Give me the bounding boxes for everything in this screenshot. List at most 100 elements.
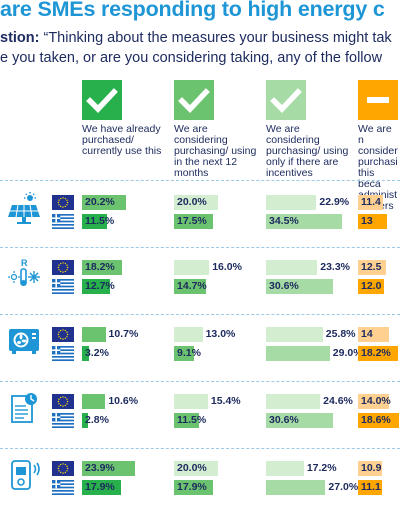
bar-greece — [358, 480, 383, 495]
value-label: 30.6% — [269, 280, 299, 292]
value-label: 29.0% — [332, 347, 363, 359]
bar-eu — [266, 260, 318, 275]
value-label: 11.5% — [85, 215, 115, 227]
bar-eu — [174, 195, 218, 210]
bar-eu — [358, 195, 384, 210]
chart-title: are SMEs responding to high energy c — [0, 0, 385, 21]
value-label: 9.1% — [177, 347, 201, 359]
value-label: 27.0% — [328, 481, 359, 493]
bar-greece — [358, 346, 399, 361]
air-conditioner-icon — [6, 323, 42, 359]
value-label: 18.6% — [361, 414, 391, 426]
value-label: 23.3% — [320, 261, 351, 273]
bar-greece — [82, 413, 89, 428]
bar-greece — [266, 346, 330, 361]
greece-flag — [52, 413, 74, 428]
row-separator — [0, 314, 400, 315]
bar-eu — [174, 260, 210, 275]
heat-pump-icon: R — [6, 256, 42, 292]
value-label: 15.4% — [210, 395, 241, 407]
value-label: 17.2% — [306, 462, 337, 474]
greece-flag — [52, 346, 74, 361]
bar-eu — [266, 327, 323, 342]
bar-eu — [266, 195, 317, 210]
value-label: 13 — [361, 215, 373, 227]
bar-eu — [174, 461, 218, 476]
value-label: 23.9% — [85, 462, 115, 474]
value-label: 25.8% — [325, 328, 356, 340]
bar-eu — [266, 461, 304, 476]
value-label: 3.2% — [85, 347, 109, 359]
value-label: 34.5% — [269, 215, 299, 227]
value-label: 10.6% — [108, 395, 139, 407]
value-label: 20.0% — [177, 196, 207, 208]
bar-eu — [174, 394, 208, 409]
bar-greece — [82, 480, 122, 495]
row-separator — [0, 247, 400, 248]
greece-flag — [52, 279, 74, 294]
value-label: 2.8% — [85, 414, 109, 426]
value-label: 14 — [361, 328, 373, 340]
value-label: 22.9% — [319, 196, 350, 208]
eu-flag — [52, 394, 74, 409]
value-label: 11.5% — [177, 414, 207, 426]
value-label: 14.0% — [361, 395, 391, 407]
question-line-1: stion: “Thinking about the measures your… — [0, 28, 400, 48]
value-label: 18.2% — [85, 261, 115, 273]
bar-eu — [358, 260, 386, 275]
check-icon — [266, 80, 306, 120]
value-label: 12.7% — [85, 280, 115, 292]
value-label: 17.9% — [177, 481, 207, 493]
bar-eu — [82, 394, 106, 409]
bar-eu — [82, 195, 127, 210]
smart-meter-icon — [6, 390, 42, 426]
value-label: 10.9 — [361, 462, 382, 474]
bar-greece — [358, 279, 385, 294]
bar-greece — [82, 279, 110, 294]
question-label: stion: — [0, 30, 40, 46]
eu-flag — [52, 260, 74, 275]
bar-greece — [358, 214, 387, 229]
ev-charger-icon — [6, 457, 42, 493]
bar-greece — [358, 413, 399, 428]
bar-greece — [82, 214, 108, 229]
bar-eu — [82, 327, 106, 342]
value-label: 16.0% — [212, 261, 242, 273]
column-header-label: We are considering purchasing/ using in … — [174, 123, 257, 179]
check-icon — [174, 80, 214, 120]
value-label: 13.0% — [205, 328, 236, 340]
value-label: 18.2% — [361, 347, 391, 359]
bar-greece — [174, 413, 200, 428]
value-label: 24.6% — [323, 395, 353, 407]
column-header-label: We have already purchased/ currently use… — [82, 123, 162, 157]
bar-greece — [174, 279, 207, 294]
value-label: 11.4 — [361, 196, 381, 208]
bar-eu — [266, 394, 321, 409]
column-header-label: We are considering purchasing/ using onl… — [266, 123, 349, 179]
value-label: 14.7% — [177, 280, 207, 292]
eu-flag — [52, 461, 74, 476]
value-label: 17.5% — [177, 215, 207, 227]
question-line-2: e you taken, or are you considering taki… — [0, 50, 383, 66]
greece-flag — [52, 480, 74, 495]
value-label: 12.0 — [361, 280, 382, 292]
eu-flag — [52, 327, 74, 342]
svg-text:R: R — [21, 258, 28, 268]
bar-greece — [174, 346, 195, 361]
row-separator — [0, 448, 400, 449]
greece-flag — [52, 214, 74, 229]
bar-eu — [358, 461, 382, 476]
value-label: 10.7% — [108, 328, 139, 340]
value-label: 17.9% — [85, 481, 115, 493]
question-text-1: “Thinking about the measures your busine… — [39, 30, 392, 46]
value-label: 30.6% — [269, 414, 299, 426]
row-separator — [0, 381, 400, 382]
minus-icon — [358, 80, 398, 120]
value-label: 20.0% — [177, 462, 207, 474]
value-label: 20.2% — [85, 196, 115, 208]
bar-eu — [358, 327, 389, 342]
value-label: 11.1 — [361, 481, 381, 493]
row-separator — [0, 180, 400, 181]
bar-greece — [174, 480, 214, 495]
bar-greece — [266, 413, 334, 428]
